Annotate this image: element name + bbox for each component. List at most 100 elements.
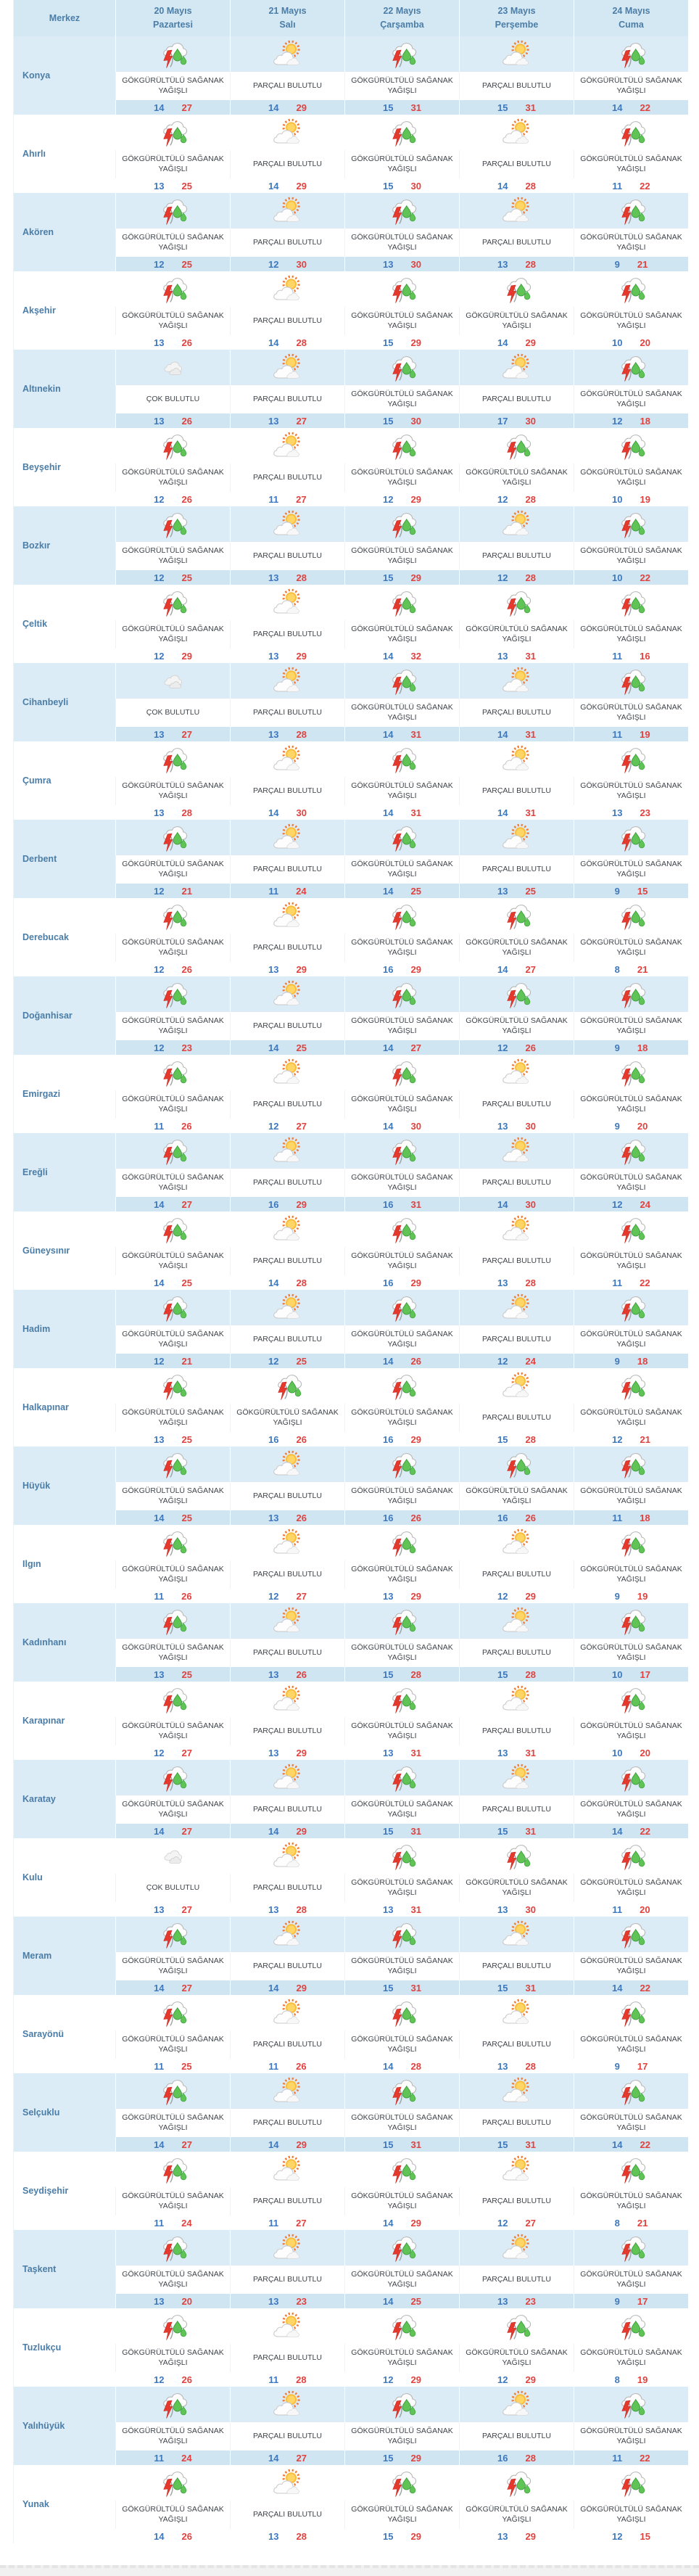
condition-label: GÖKGÜRÜLTÜLÜ SAĞANAK YAĞIŞLI (115, 1012, 230, 1040)
min-temp: 12 (154, 1355, 165, 1367)
condition-label: PARÇALI BULUTLU (230, 542, 344, 570)
temperature-band: 14 25 (230, 1040, 344, 1055)
partly-cloudy-icon (500, 1684, 534, 1715)
condition-label: GÖKGÜRÜLTÜLÜ SAĞANAK YAĞIŞLI (574, 1169, 688, 1197)
weather-icon-band (574, 1447, 688, 1482)
table-row-tuzlukçu: Tuzlukçu GÖKGÜRÜLTÜLÜ SAĞANAK YAĞIŞLI 12… (14, 2308, 688, 2387)
condition-label: GÖKGÜRÜLTÜLÜ SAĞANAK YAĞIŞLI (344, 229, 459, 257)
temperature-band: 13 30 (459, 1902, 574, 1917)
forecast-cell: GÖKGÜRÜLTÜLÜ SAĞANAK YAĞIŞLI 12 26 (115, 428, 230, 506)
forecast-cell: PARÇALI BULUTLU 13 30 (459, 1055, 574, 1133)
forecast-cell: PARÇALI BULUTLU 13 29 (230, 585, 344, 663)
max-temp: 29 (410, 1277, 421, 1288)
min-temp: 14 (383, 728, 394, 740)
partly-cloudy-icon (271, 1058, 305, 1088)
condition-label: PARÇALI BULUTLU (459, 2109, 574, 2137)
condition-label: ÇOK BULUTLU (115, 1874, 230, 1902)
min-temp: 15 (383, 2139, 394, 2150)
temperature-band: 13 25 (115, 178, 230, 193)
storm-icon (157, 1214, 190, 1245)
condition-label: GÖKGÜRÜLTÜLÜ SAĞANAK YAĞIŞLI (344, 1247, 459, 1275)
condition-label: GÖKGÜRÜLTÜLÜ SAĞANAK YAĞIŞLI (574, 2109, 688, 2137)
temperature-band: 14 25 (115, 1275, 230, 1290)
weather-icon-band (574, 506, 688, 542)
partly-cloudy-icon (500, 1919, 534, 1950)
min-temp: 14 (154, 1982, 165, 1993)
temperature-band: 11 22 (574, 178, 688, 193)
condition-label: PARÇALI BULUTLU (230, 2030, 344, 2059)
forecast-cell: GÖKGÜRÜLTÜLÜ SAĞANAK YAĞIŞLI 12 15 (574, 2465, 688, 2543)
forecast-cell: GÖKGÜRÜLTÜLÜ SAĞANAK YAĞIŞLI 13 30 (344, 193, 459, 271)
storm-icon (157, 1763, 190, 1793)
temperature-band: 14 25 (115, 1510, 230, 1525)
storm-icon (386, 118, 419, 148)
max-temp: 27 (296, 493, 307, 505)
forecast-cell: GÖKGÜRÜLTÜLÜ SAĞANAK YAĞIŞLI 12 27 (115, 1682, 230, 1760)
partly-cloudy-icon (500, 1136, 534, 1166)
min-temp: 14 (497, 337, 508, 348)
temperature-band: 12 23 (115, 1040, 230, 1055)
max-temp: 31 (410, 728, 421, 740)
weather-icon-band (574, 976, 688, 1012)
condition-label: GÖKGÜRÜLTÜLÜ SAĞANAK YAĞIŞLI (115, 2344, 230, 2372)
forecast-cell: GÖKGÜRÜLTÜLÜ SAĞANAK YAĞIŞLI 13 25 (115, 115, 230, 193)
temperature-band: 13 31 (344, 1902, 459, 1917)
forecast-cell: GÖKGÜRÜLTÜLÜ SAĞANAK YAĞIŞLI 15 30 (344, 115, 459, 193)
max-temp: 26 (410, 1512, 421, 1523)
partly-cloudy-icon (271, 1214, 305, 1245)
condition-label: GÖKGÜRÜLTÜLÜ SAĞANAK YAĞIŞLI (115, 1325, 230, 1354)
max-temp: 29 (410, 2374, 421, 2385)
forecast-cell: PARÇALI BULUTLU 14 30 (230, 741, 344, 820)
temperature-band: 13 31 (459, 1745, 574, 1760)
temperature-band: 13 28 (459, 1275, 574, 1290)
min-temp: 14 (268, 1825, 279, 1837)
max-temp: 31 (410, 1982, 421, 1993)
forecast-cell: PARÇALI BULUTLU 14 29 (230, 1917, 344, 1995)
partly-cloudy-icon (271, 196, 305, 226)
weather-icon-band (115, 1447, 230, 1482)
temperature-band: 13 30 (344, 257, 459, 271)
temperature-band: 15 29 (344, 2529, 459, 2543)
max-temp: 19 (640, 728, 650, 740)
max-temp: 30 (525, 1198, 536, 1210)
temperature-band: 9 15 (574, 884, 688, 898)
partly-cloudy-icon (500, 823, 534, 853)
condition-label: GÖKGÜRÜLTÜLÜ SAĞANAK YAĞIŞLI (574, 1952, 688, 1980)
storm-icon (386, 2233, 419, 2263)
forecast-cell: PARÇALI BULUTLU 13 28 (459, 1211, 574, 1290)
temperature-band: 12 27 (459, 2215, 574, 2230)
min-temp: 14 (268, 1042, 279, 1053)
condition-label: GÖKGÜRÜLTÜLÜ SAĞANAK YAĞIŞLI (344, 1560, 459, 1589)
min-temp: 11 (268, 2217, 279, 2229)
forecast-cell: PARÇALI BULUTLU 14 31 (459, 741, 574, 820)
condition-label: GÖKGÜRÜLTÜLÜ SAĞANAK YAĞIŞLI (459, 1012, 574, 1040)
min-temp: 13 (154, 415, 165, 427)
min-temp: 10 (612, 1668, 623, 1680)
forecast-cell: GÖKGÜRÜLTÜLÜ SAĞANAK YAĞIŞLI 14 30 (344, 1055, 459, 1133)
district-name: Hüyük (14, 1447, 115, 1525)
max-temp: 29 (296, 1982, 307, 1993)
min-temp: 11 (612, 1277, 623, 1288)
weather-icon-band (230, 2152, 344, 2187)
max-temp: 20 (640, 1904, 650, 1915)
min-temp: 13 (497, 885, 508, 897)
district-name: Karapınar (14, 1682, 115, 1760)
temperature-band: 14 25 (344, 2294, 459, 2308)
district-name: Çeltik (14, 585, 115, 663)
min-temp: 14 (497, 728, 508, 740)
forecast-cell: GÖKGÜRÜLTÜLÜ SAĞANAK YAĞIŞLI 13 30 (459, 1838, 574, 1917)
condition-label: GÖKGÜRÜLTÜLÜ SAĞANAK YAĞIŞLI (574, 2187, 688, 2215)
weather-icon-band (230, 2230, 344, 2266)
max-temp: 26 (296, 1512, 307, 1523)
condition-label: GÖKGÜRÜLTÜLÜ SAĞANAK YAĞIŞLI (344, 1169, 459, 1197)
weather-icon-band (230, 1368, 344, 1404)
forecast-cell: PARÇALI BULUTLU 12 24 (459, 1290, 574, 1368)
min-temp: 14 (497, 963, 508, 975)
temperature-band: 10 20 (574, 335, 688, 350)
min-temp: 14 (497, 1198, 508, 1210)
district-name: Meram (14, 1917, 115, 1995)
min-temp: 11 (154, 2217, 165, 2229)
max-temp: 27 (181, 1747, 192, 1758)
min-temp: 13 (154, 1904, 165, 1915)
forecast-cell: GÖKGÜRÜLTÜLÜ SAĞANAK YAĞIŞLI 14 31 (344, 663, 459, 741)
